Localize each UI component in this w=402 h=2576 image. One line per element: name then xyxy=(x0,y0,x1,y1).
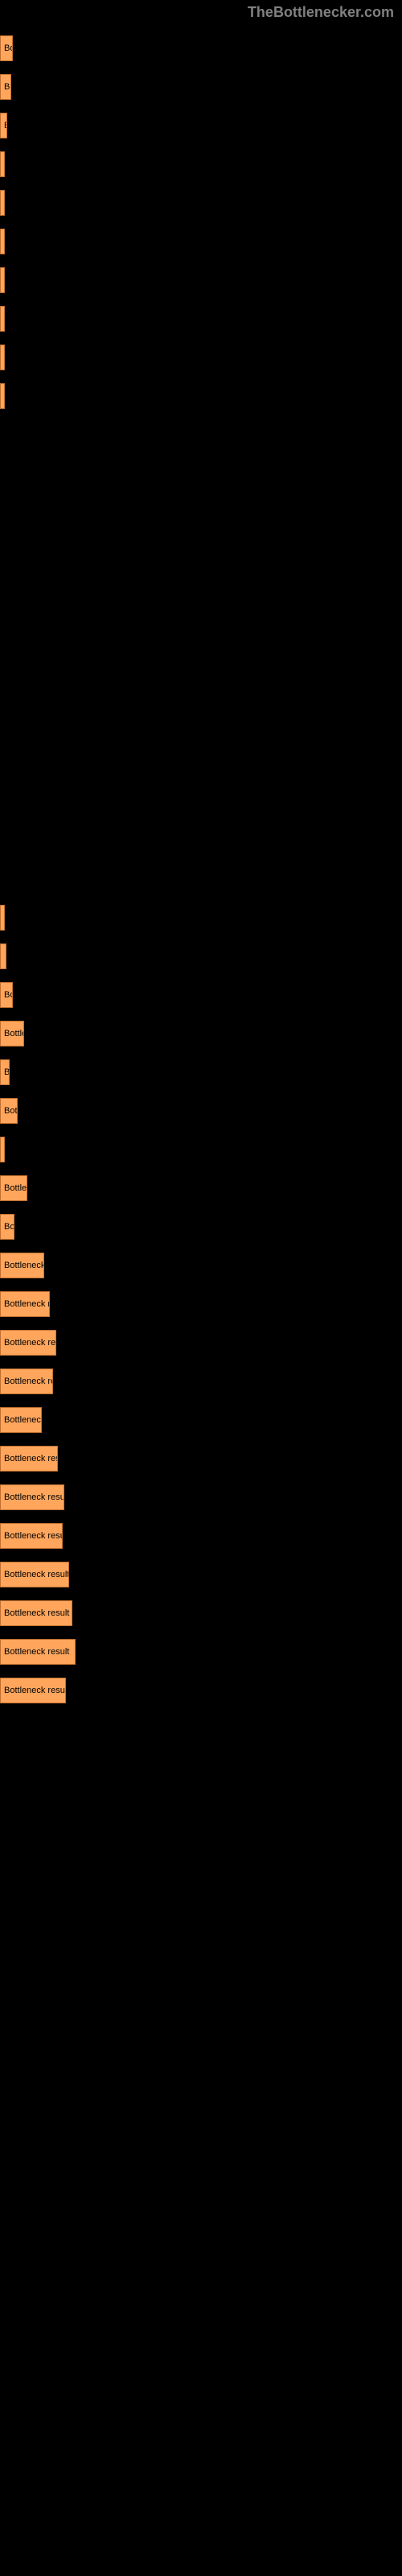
bar-row: Bo xyxy=(0,976,402,1014)
bar: Bottler xyxy=(0,1175,27,1201)
header: TheBottlenecker.com xyxy=(0,0,402,21)
bar-label: Bottleneck resu xyxy=(4,1686,65,1695)
bar-label: Bottleneck result xyxy=(4,1647,69,1657)
bar: Bottleneck resu xyxy=(0,1678,66,1703)
bar: Bottle xyxy=(0,1021,24,1046)
bar-label: B xyxy=(4,198,5,208)
bar: Bottleneck r xyxy=(0,1291,50,1317)
bar-row: Bottleneck result xyxy=(0,1633,402,1671)
bar-row: Bottleneck xyxy=(0,1401,402,1439)
bar: Bo xyxy=(0,35,13,61)
bar-label: Bottleneck xyxy=(4,1261,44,1270)
bar-label: Bottler xyxy=(4,1183,27,1193)
bar-label: Bottleneck res xyxy=(4,1338,56,1348)
bar-row: B xyxy=(0,106,402,145)
bar-chart: Bo Bo B B B B B Bo Bottle B Bot Bottler Bo Bottlenec… xyxy=(0,21,402,1726)
bar xyxy=(0,905,5,931)
bar-label: B xyxy=(4,314,5,324)
bar-label: Bo xyxy=(4,1222,14,1232)
chart-spacer xyxy=(0,415,402,898)
bar-row: Bottleneck resul xyxy=(0,1478,402,1517)
bar-row xyxy=(0,338,402,377)
bar: Bo xyxy=(0,74,11,100)
brand-text: TheBottlenecker.com xyxy=(248,4,394,20)
bar-label: B xyxy=(4,159,5,169)
bar: Bottleneck re xyxy=(0,1368,53,1394)
bar-row: Bottleneck r xyxy=(0,1285,402,1323)
bar-row xyxy=(0,1130,402,1169)
bar-row: Bot xyxy=(0,1092,402,1130)
bar-row: B xyxy=(0,184,402,222)
bar-label: Bottleneck r xyxy=(4,1299,50,1309)
bar: Bottleneck xyxy=(0,1407,42,1433)
bar-row: Bottle xyxy=(0,1014,402,1053)
bar xyxy=(0,1137,5,1162)
bar-label: Bottleneck resu xyxy=(4,1531,63,1541)
bar: Bottleneck xyxy=(0,1253,44,1278)
bar-label: Bo xyxy=(4,43,13,53)
bar: B xyxy=(0,190,5,216)
bar-row: Bo xyxy=(0,1208,402,1246)
bar: Bottleneck res xyxy=(0,1446,58,1472)
bar-label: Bottleneck result xyxy=(4,1570,69,1579)
bar-row: Bottleneck res xyxy=(0,1323,402,1362)
bar xyxy=(0,345,5,370)
bar-row: Bottler xyxy=(0,1169,402,1208)
bar-row: Bottleneck resu xyxy=(0,1671,402,1710)
bar-label: B xyxy=(4,275,5,285)
bar: Bottleneck result xyxy=(0,1639,76,1665)
bar: B xyxy=(0,267,5,293)
bar-group-2: Bo Bottle B Bot Bottler Bo Bottleneck Bottlenec… xyxy=(0,898,402,1710)
bar-row xyxy=(0,937,402,976)
bar-row: B xyxy=(0,299,402,338)
bar-row: B xyxy=(0,1053,402,1092)
bar-label: B xyxy=(4,121,7,130)
bar: Bottleneck res xyxy=(0,1330,56,1356)
bar-label: Bottleneck result xyxy=(4,1608,69,1618)
bar-row xyxy=(0,898,402,937)
bar: Bo xyxy=(0,982,13,1008)
bar-label: Bot xyxy=(4,1106,18,1116)
bar-label: B xyxy=(4,1067,10,1077)
bar-row xyxy=(0,222,402,261)
bar-row: Bottleneck resu xyxy=(0,1517,402,1555)
bar-row: B xyxy=(0,261,402,299)
bar xyxy=(0,229,5,254)
bar-label: Bottleneck resul xyxy=(4,1492,64,1502)
bar: Bottleneck result xyxy=(0,1562,69,1587)
bar: B xyxy=(0,1059,10,1085)
bar-row: Bo xyxy=(0,68,402,106)
bar: B xyxy=(0,113,7,138)
bar-row: Bottleneck xyxy=(0,1246,402,1285)
bar: Bo xyxy=(0,1214,14,1240)
bar-row: Bottleneck res xyxy=(0,1439,402,1478)
bar-row: Bottleneck result xyxy=(0,1594,402,1633)
bar: B xyxy=(0,306,5,332)
bar: Bot xyxy=(0,1098,18,1124)
bar-row: Bo xyxy=(0,29,402,68)
bar-row: Bottleneck re xyxy=(0,1362,402,1401)
bar-label: Bo xyxy=(4,82,11,92)
bar-label: Bottleneck xyxy=(4,1415,42,1425)
bar-label: Bo xyxy=(4,990,13,1000)
bar-row: Bottleneck result xyxy=(0,1555,402,1594)
bar-label: Bottleneck re xyxy=(4,1377,53,1386)
bar-row: B xyxy=(0,145,402,184)
bar: Bottleneck resul xyxy=(0,1484,64,1510)
bar-label: Bottleneck res xyxy=(4,1454,58,1463)
bar-row xyxy=(0,377,402,415)
bar-group-1: Bo Bo B B B B B xyxy=(0,29,402,415)
bar: Bottleneck resu xyxy=(0,1523,63,1549)
bar-label: Bottle xyxy=(4,1029,24,1038)
bar: Bottleneck result xyxy=(0,1600,72,1626)
bar xyxy=(0,943,6,969)
bar: B xyxy=(0,151,5,177)
bar xyxy=(0,383,5,409)
